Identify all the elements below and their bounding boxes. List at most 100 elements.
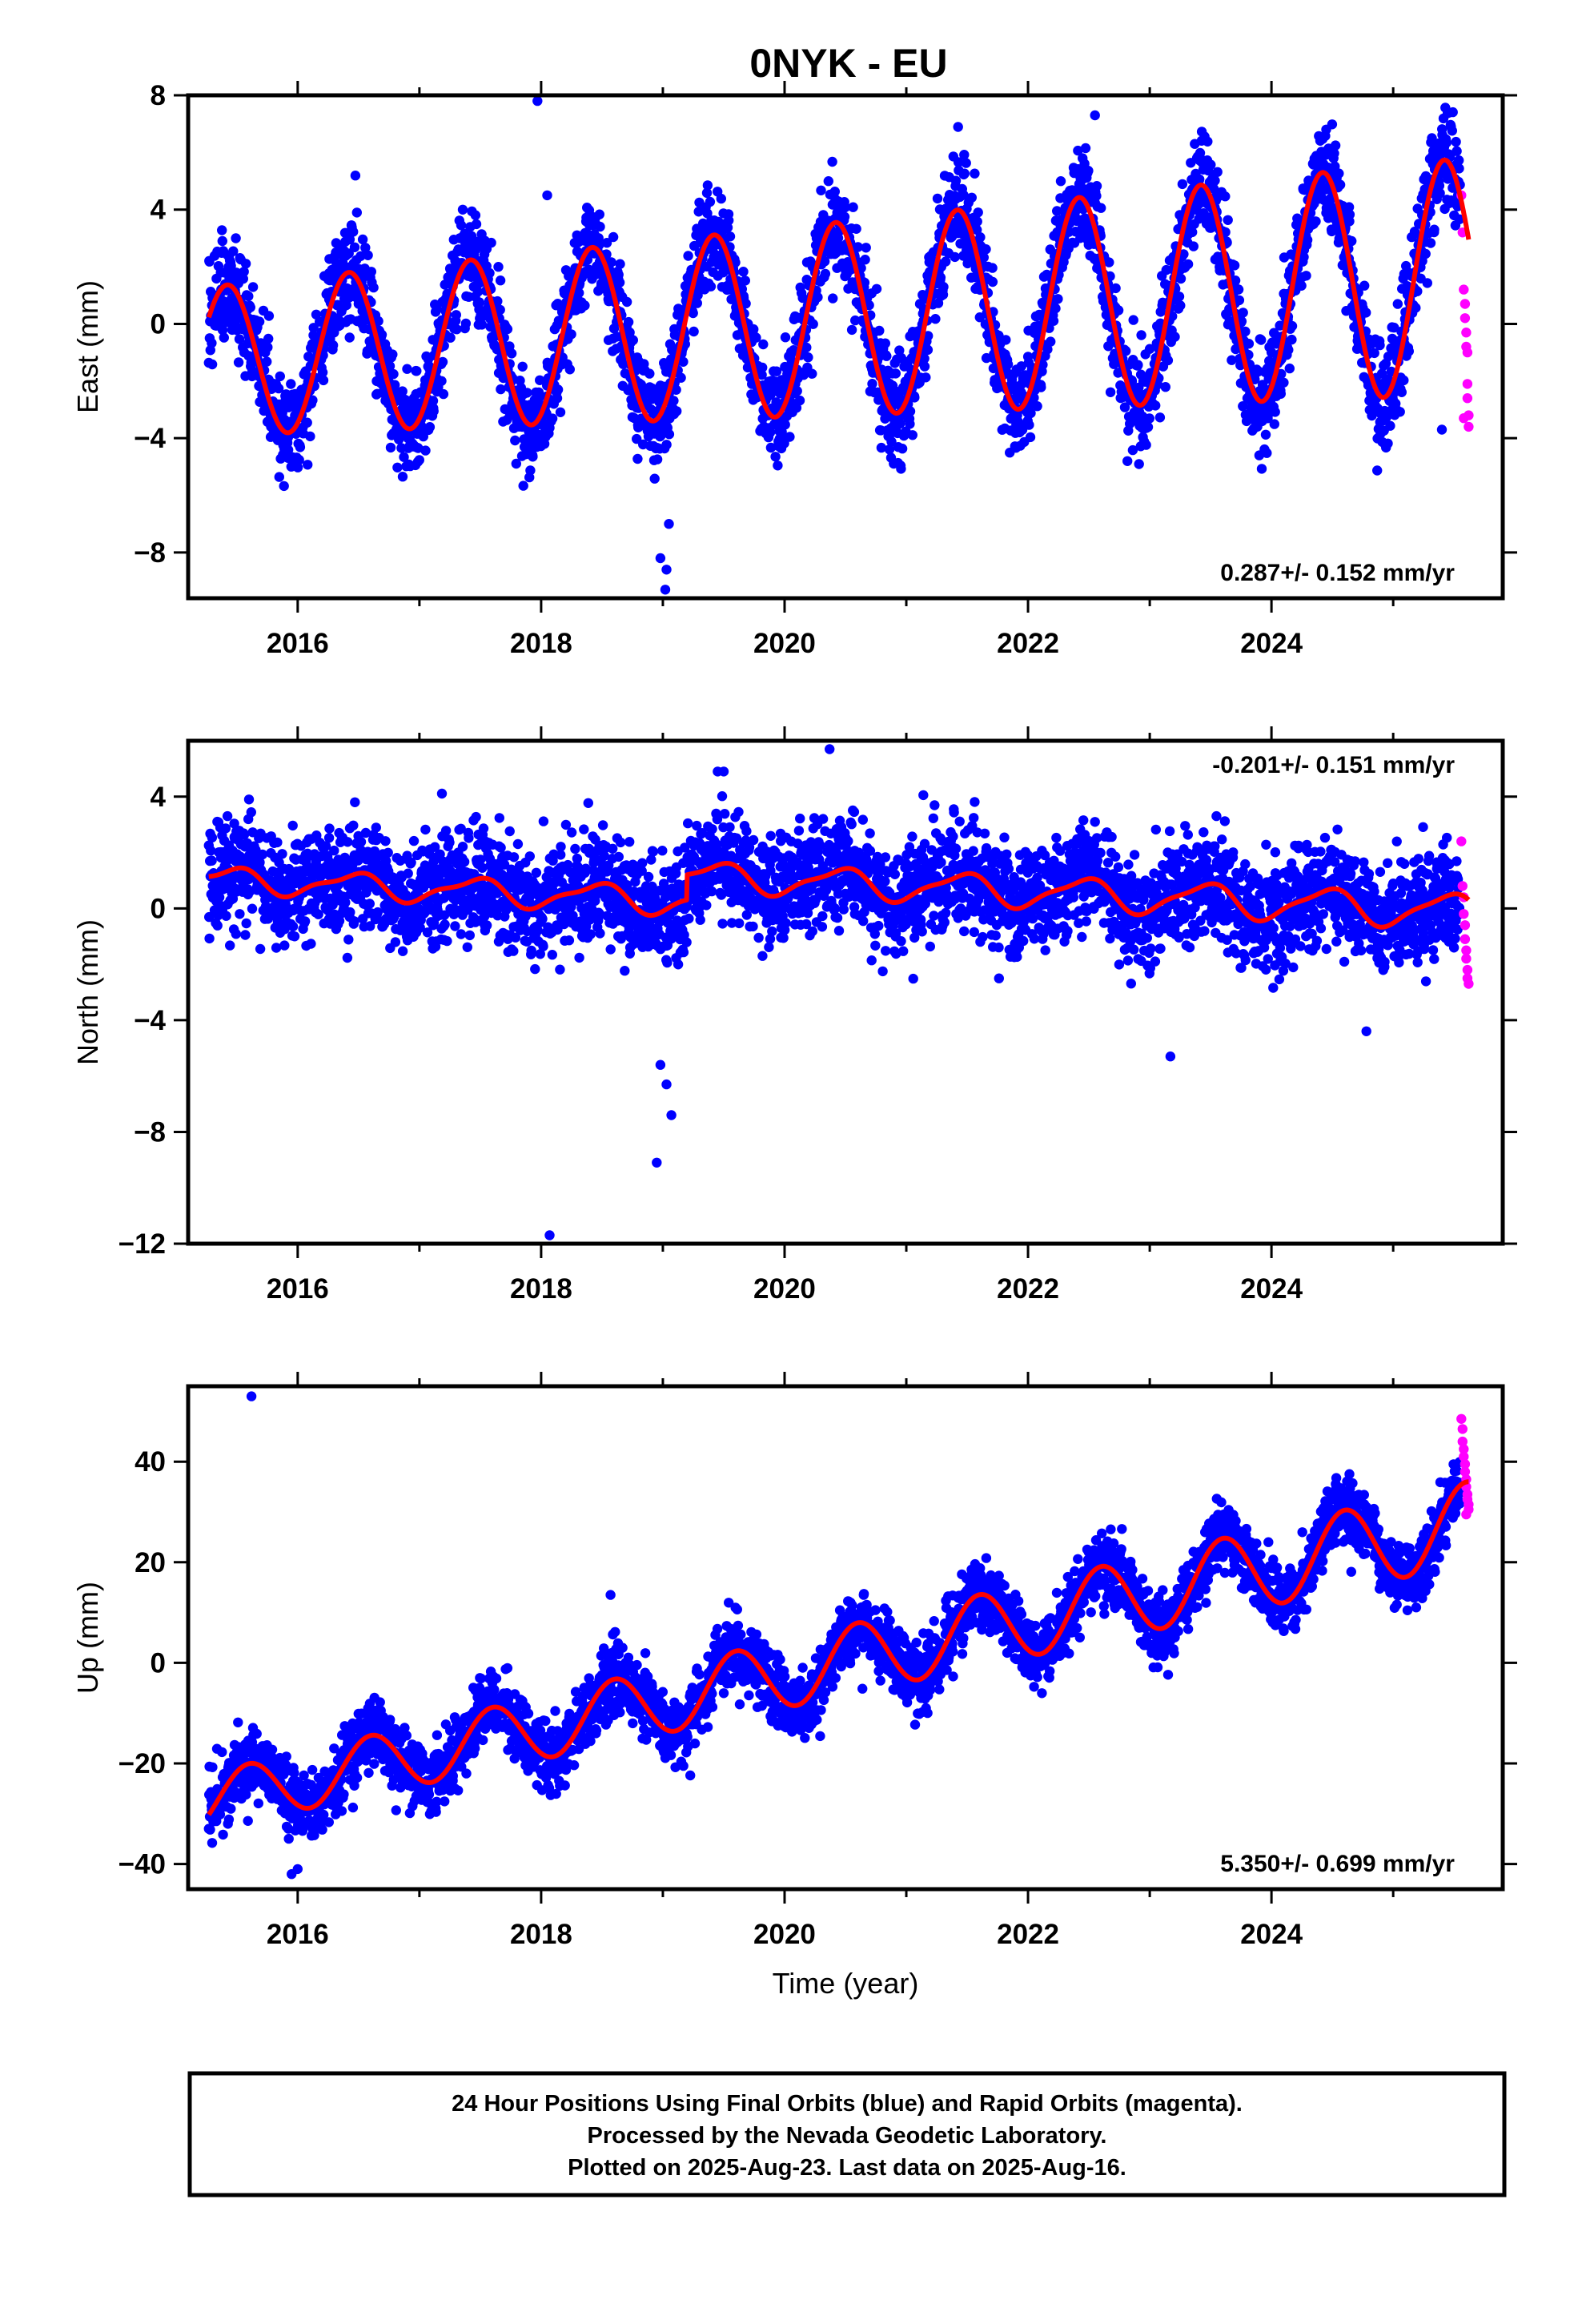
final-point	[305, 431, 315, 442]
final-point	[289, 931, 300, 942]
final-point	[632, 453, 643, 464]
final-point	[1447, 107, 1458, 118]
final-point	[1210, 175, 1220, 186]
final-point	[959, 150, 970, 160]
y-tick-label: 4	[151, 195, 167, 226]
final-point	[472, 287, 484, 297]
final-point	[307, 395, 318, 405]
final-point	[823, 176, 834, 187]
final-point	[408, 835, 420, 846]
final-point	[303, 460, 313, 470]
final-point	[1080, 143, 1091, 154]
final-point	[741, 298, 751, 309]
final-point	[351, 207, 362, 218]
final-point	[380, 836, 391, 846]
final-point	[621, 296, 632, 308]
final-point	[360, 243, 371, 253]
final-point	[349, 916, 359, 927]
final-point	[780, 332, 791, 343]
rapid-point	[1459, 284, 1469, 295]
final-point	[615, 259, 625, 269]
final-point	[716, 193, 726, 204]
final-point	[327, 340, 339, 351]
final-point	[859, 277, 870, 288]
final-point	[792, 386, 802, 396]
final-point	[440, 919, 450, 930]
final-point	[308, 323, 319, 333]
final-point	[323, 833, 335, 843]
final-point	[820, 268, 831, 279]
final-orbit-points	[203, 744, 1474, 1240]
final-point	[492, 296, 503, 307]
final-point	[538, 941, 548, 952]
final-point	[1177, 179, 1188, 190]
final-point	[829, 187, 841, 197]
final-point	[456, 220, 467, 231]
final-point	[295, 442, 306, 452]
rapid-point	[1459, 413, 1469, 424]
final-point	[512, 838, 524, 850]
final-point	[504, 826, 515, 837]
final-point	[502, 324, 513, 335]
final-point	[894, 345, 905, 356]
x-tick-label: 2022	[997, 628, 1059, 659]
final-point	[987, 263, 998, 273]
final-point	[1301, 271, 1311, 281]
final-point	[1104, 257, 1114, 267]
final-point	[287, 820, 298, 831]
final-point	[876, 442, 887, 453]
final-point	[1113, 305, 1124, 316]
final-point	[464, 833, 474, 843]
final-point	[494, 813, 504, 823]
final-point	[555, 964, 565, 975]
final-point	[798, 370, 809, 380]
final-point	[279, 940, 290, 951]
outlier-point	[655, 553, 666, 564]
final-point	[272, 837, 283, 848]
final-point	[366, 267, 376, 277]
x-tick-label: 2024	[1240, 628, 1303, 659]
final-point	[1420, 248, 1431, 259]
final-point	[1425, 238, 1436, 248]
final-point	[518, 480, 528, 491]
final-point	[574, 287, 584, 298]
final-point	[897, 444, 908, 454]
final-point	[1025, 432, 1036, 443]
final-point	[1243, 339, 1255, 349]
final-point	[436, 788, 448, 799]
final-point	[608, 231, 619, 243]
final-point	[966, 192, 978, 203]
final-point	[402, 364, 412, 374]
final-point	[263, 342, 273, 352]
final-point	[692, 298, 702, 308]
final-point	[373, 316, 383, 327]
final-point	[771, 366, 782, 376]
final-point	[219, 332, 229, 343]
final-point	[222, 810, 233, 822]
final-point	[1238, 308, 1248, 318]
outlier-point	[1321, 124, 1331, 135]
final-point	[1053, 294, 1063, 304]
final-point	[579, 824, 589, 834]
final-point	[1429, 224, 1439, 235]
final-point	[231, 233, 241, 243]
final-point	[1175, 273, 1186, 284]
final-point	[803, 352, 813, 363]
final-point	[478, 823, 489, 834]
final-point	[511, 458, 521, 469]
final-point	[860, 255, 870, 265]
final-point	[212, 920, 223, 931]
final-point	[368, 282, 379, 293]
final-point	[390, 380, 400, 390]
final-point	[508, 852, 520, 862]
final-point	[1302, 235, 1313, 245]
final-point	[464, 930, 475, 941]
final-point	[881, 351, 892, 361]
final-point	[452, 324, 462, 335]
final-point	[758, 339, 769, 350]
rapid-point	[1462, 347, 1473, 358]
final-point	[396, 443, 407, 453]
final-point	[247, 903, 258, 914]
final-point	[757, 369, 767, 380]
